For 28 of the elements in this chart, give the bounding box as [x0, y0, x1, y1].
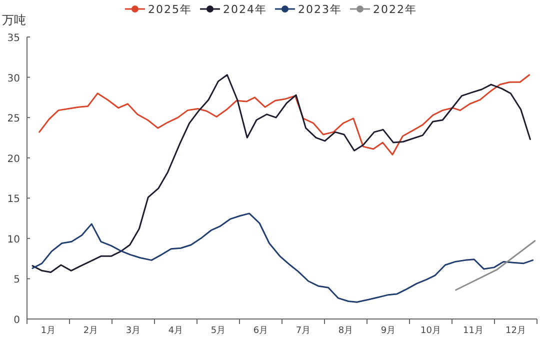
x-tick-label: 4月: [168, 326, 184, 336]
x-tick-label: 12月: [506, 326, 526, 336]
x-tick-label: 3月: [126, 326, 141, 336]
x-tick-label: 7月: [296, 326, 311, 336]
line-series: [38, 74, 530, 156]
x-tick-label: 2月: [83, 326, 98, 336]
x-tick-label: 11月: [463, 326, 484, 336]
y-tick-label: 15: [7, 194, 20, 206]
legend-label: 2024年: [223, 3, 267, 16]
line-series: [32, 74, 531, 274]
y-tick-label: 30: [7, 73, 20, 84]
x-tick-label: 9月: [380, 326, 396, 336]
x-tick-label: 1月: [40, 326, 56, 336]
x-tick-label: 5月: [210, 326, 226, 336]
y-tick-label: 20: [7, 154, 20, 165]
x-tick-label: 8月: [338, 326, 354, 336]
x-tick-label: 6月: [253, 326, 268, 336]
y-tick-label: 35: [7, 33, 20, 44]
legend-label: 2022年: [373, 3, 417, 16]
legend-label: 2023年: [298, 3, 342, 16]
line-series: [32, 212, 534, 303]
y-tick-label: 5: [14, 274, 20, 286]
y-tick-label: 25: [7, 114, 20, 125]
x-tick-label: 10月: [420, 326, 441, 336]
y-tick-label: 10: [7, 234, 20, 246]
legend-label: 2025年: [148, 3, 192, 16]
y-axis-title: 万吨: [2, 13, 26, 27]
y-tick-label: 0: [14, 315, 20, 326]
